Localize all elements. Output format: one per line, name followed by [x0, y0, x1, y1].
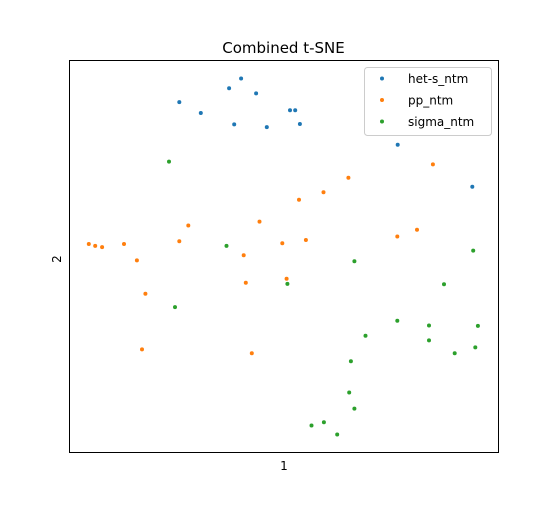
point-sigma_ntm-17 — [471, 248, 476, 253]
point-pp_ntm-4 — [134, 258, 139, 263]
legend-entry-het-s_ntm: het-s_ntm — [380, 72, 468, 86]
legend-label-het-s_ntm: het-s_ntm — [408, 72, 468, 86]
point-pp_ntm-21 — [430, 162, 435, 167]
point-sigma_ntm-3 — [285, 281, 290, 286]
series-sigma_ntm — [167, 159, 480, 437]
point-het-s_ntm-6 — [264, 125, 269, 130]
x-axis-label: 1 — [280, 459, 288, 473]
point-het-s_ntm-0 — [177, 100, 182, 105]
point-het-s_ntm-4 — [239, 76, 244, 81]
y-axis-label: 2 — [50, 255, 64, 263]
point-sigma_ntm-6 — [348, 359, 353, 364]
point-het-s_ntm-8 — [293, 108, 298, 113]
plot-area — [69, 60, 499, 453]
point-pp_ntm-9 — [241, 253, 246, 258]
point-pp_ntm-11 — [249, 351, 254, 356]
point-pp_ntm-17 — [321, 190, 326, 195]
point-sigma_ntm-18 — [473, 345, 478, 350]
point-pp_ntm-5 — [143, 291, 148, 296]
series-pp_ntm — [86, 162, 435, 356]
point-sigma_ntm-5 — [363, 333, 368, 338]
series-het-s_ntm — [177, 76, 475, 189]
point-sigma_ntm-16 — [452, 351, 457, 356]
point-pp_ntm-18 — [346, 175, 351, 180]
legend-frame — [364, 67, 492, 136]
point-pp_ntm-20 — [415, 227, 419, 232]
point-het-s_ntm-1 — [198, 111, 203, 115]
point-sigma_ntm-14 — [427, 338, 431, 343]
data-points — [86, 76, 480, 437]
point-het-s_ntm-9 — [297, 122, 302, 126]
point-pp_ntm-7 — [186, 223, 191, 228]
point-pp_ntm-2 — [100, 245, 105, 250]
point-sigma_ntm-19 — [475, 323, 480, 328]
legend-label-sigma_ntm: sigma_ntm — [408, 115, 474, 129]
point-het-s_ntm-11 — [470, 184, 475, 189]
point-pp_ntm-13 — [280, 241, 285, 246]
point-pp_ntm-16 — [303, 238, 308, 242]
point-sigma_ntm-4 — [352, 259, 357, 264]
point-sigma_ntm-9 — [309, 423, 314, 428]
point-sigma_ntm-11 — [335, 432, 340, 437]
point-het-s_ntm-5 — [254, 91, 259, 96]
point-het-s_ntm-7 — [288, 108, 292, 113]
legend-entry-pp_ntm: pp_ntm — [380, 94, 453, 108]
chart-title: Combined t-SNE — [222, 39, 345, 57]
point-pp_ntm-10 — [243, 280, 248, 285]
point-sigma_ntm-8 — [352, 406, 357, 411]
legend-entry-sigma_ntm: sigma_ntm — [380, 115, 474, 129]
legend-marker-pp_ntm — [380, 98, 384, 102]
point-sigma_ntm-0 — [167, 159, 171, 164]
point-pp_ntm-12 — [257, 219, 262, 224]
point-pp_ntm-1 — [93, 243, 98, 248]
point-sigma_ntm-15 — [442, 282, 446, 287]
point-pp_ntm-19 — [395, 234, 400, 239]
legend-marker-het-s_ntm — [380, 76, 384, 81]
point-pp_ntm-8 — [140, 347, 144, 352]
point-het-s_ntm-2 — [227, 86, 232, 91]
point-het-s_ntm-3 — [232, 122, 237, 127]
point-sigma_ntm-7 — [347, 390, 352, 395]
point-pp_ntm-14 — [284, 276, 289, 281]
legend-label-pp_ntm: pp_ntm — [408, 94, 453, 108]
point-sigma_ntm-12 — [395, 318, 400, 323]
point-sigma_ntm-1 — [173, 305, 177, 310]
legend-marker-sigma_ntm — [380, 119, 384, 124]
legend: het-s_ntm pp_ntm sigma_ntm — [364, 67, 492, 136]
point-pp_ntm-3 — [122, 242, 126, 246]
point-sigma_ntm-13 — [427, 323, 431, 328]
point-pp_ntm-0 — [86, 242, 91, 246]
point-pp_ntm-6 — [177, 239, 182, 244]
point-het-s_ntm-10 — [395, 142, 400, 147]
point-sigma_ntm-10 — [321, 420, 326, 425]
point-sigma_ntm-2 — [224, 243, 229, 248]
point-pp_ntm-15 — [297, 197, 301, 202]
legend-entries: het-s_ntm pp_ntm sigma_ntm — [380, 72, 474, 129]
